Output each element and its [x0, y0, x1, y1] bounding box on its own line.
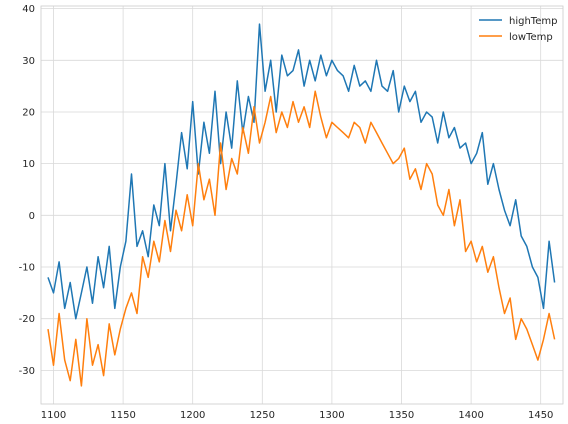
legend-label-lowtemp: lowTemp	[509, 32, 553, 43]
series-line-lowtemp	[47, 90, 556, 387]
y-tick-label: 20	[22, 108, 35, 119]
y-tick-label: 0	[29, 211, 35, 222]
legend-label-hightemp: highTemp	[509, 16, 557, 27]
x-tick-label: 1400	[458, 410, 483, 421]
series-line-hightemp	[47, 23, 556, 320]
x-tick-label: 1250	[250, 410, 275, 421]
x-tick-label: 1300	[319, 410, 344, 421]
tick-labels: 1100 1150 1200 1250 1300 1350 1400 1450 -30 -20 -1…	[19, 4, 554, 421]
y-tick-label: -10	[19, 263, 35, 274]
y-tick-label: 10	[22, 159, 35, 170]
y-tick-label: 40	[22, 4, 35, 15]
grid-lines	[41, 6, 563, 404]
x-tick-label: 1150	[110, 410, 135, 421]
x-tick-label: 1200	[180, 410, 205, 421]
series-lines	[47, 23, 556, 387]
y-tick-label: 30	[22, 56, 35, 67]
legend: highTemp lowTemp	[479, 16, 557, 43]
x-tick-label: 1450	[528, 410, 553, 421]
y-tick-label: -20	[19, 314, 35, 325]
x-tick-label: 1350	[389, 410, 414, 421]
x-tick-label: 1100	[41, 410, 66, 421]
plot-frame	[40, 5, 564, 405]
y-tick-label: -30	[19, 366, 35, 377]
